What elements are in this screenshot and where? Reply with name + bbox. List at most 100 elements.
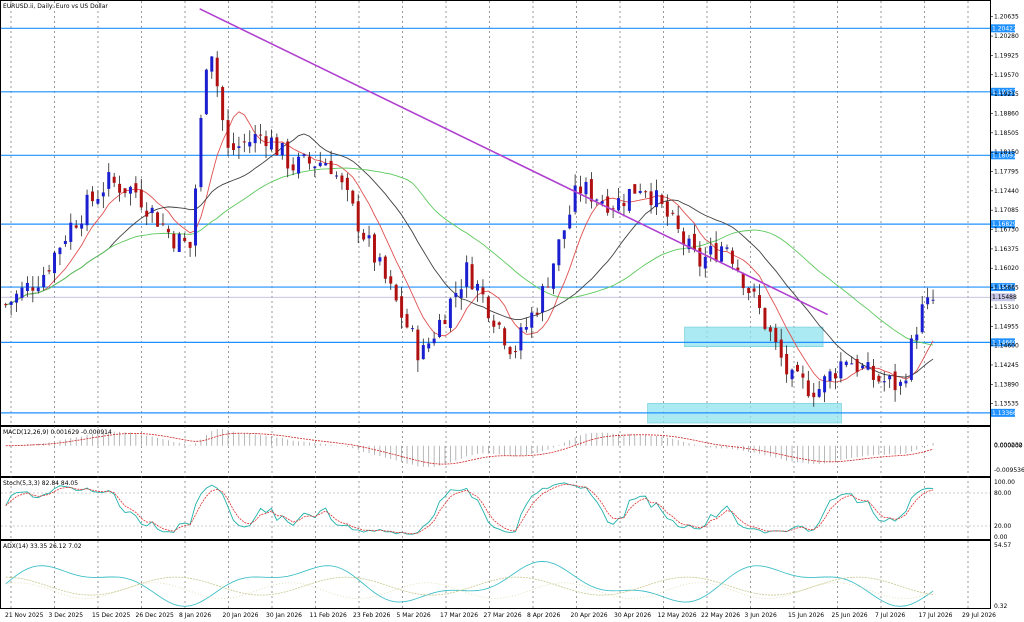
candle-body — [909, 338, 913, 380]
horizontal-levels: 1.20422 1.19257 1.18092 1.16829 1.15674 1.146… — [1, 24, 1017, 417]
candle-body — [63, 240, 67, 245]
level-label: 1.19257 — [992, 89, 1017, 96]
candle-body — [362, 232, 366, 240]
candle-body — [351, 190, 355, 204]
price-tick-label: 1.17440 — [994, 188, 1019, 195]
stoch-signal-line — [5, 483, 934, 535]
candle-body — [291, 164, 295, 171]
candle-body — [188, 241, 192, 248]
candle-body — [118, 183, 122, 193]
stoch-tick-label: 100.00 — [994, 479, 1015, 486]
macd-tick-label: 0.000232 — [994, 442, 1023, 449]
candle-body — [112, 176, 116, 183]
candle-body — [720, 246, 724, 262]
current-price-label: 1.15488 — [992, 294, 1017, 301]
price-tick-label: 1.19215 — [994, 91, 1019, 98]
candle-body — [454, 292, 458, 297]
ema-fast-line — [5, 111, 934, 383]
candle-body — [768, 327, 772, 332]
candle-body — [101, 192, 105, 197]
stoch-tick-label: 20.00 — [994, 523, 1011, 530]
candle-body — [698, 247, 702, 267]
candle-body — [448, 298, 452, 328]
candle-body — [107, 172, 111, 189]
level-tag — [991, 87, 1015, 96]
candle-body — [443, 320, 447, 325]
candle-body — [128, 186, 132, 194]
price-tick-label: 1.16020 — [994, 265, 1019, 272]
price-tick-label: 1.16375 — [994, 246, 1019, 253]
candle-body — [676, 215, 680, 229]
candle-body — [237, 146, 241, 149]
candle-body — [551, 263, 555, 289]
candle-body — [855, 359, 859, 372]
level-tag — [991, 220, 1015, 229]
candle-body — [280, 143, 284, 156]
candle-body — [476, 283, 480, 291]
candle-body — [172, 233, 176, 249]
price-tick-label: 1.18860 — [994, 110, 1019, 117]
price-tick-label: 1.14955 — [994, 323, 1019, 330]
candle-body — [465, 262, 469, 287]
candle-body — [253, 134, 257, 144]
candle-body — [649, 191, 653, 206]
date-label: 29 Jul 2026 — [962, 612, 996, 619]
stoch-main-line — [5, 482, 934, 535]
candle-body — [459, 289, 463, 298]
candle-body — [584, 181, 588, 195]
candle-body — [660, 195, 664, 204]
date-label: 25 Jun 2026 — [832, 612, 868, 619]
candle-body — [335, 175, 339, 177]
candle-body — [926, 297, 930, 305]
candle-body — [557, 239, 561, 266]
candle-body — [758, 295, 762, 308]
candle-body — [221, 87, 225, 121]
current-price-tag — [991, 293, 1015, 302]
candle-body — [9, 301, 13, 305]
adx-panel-frame — [0, 540, 991, 609]
candle-body — [833, 373, 837, 379]
candle-body — [861, 365, 865, 369]
price-tick-label: 1.17795 — [994, 168, 1019, 175]
candle-body — [286, 141, 290, 169]
candle-body — [779, 339, 783, 358]
candle-body — [546, 286, 550, 288]
candle-body — [36, 287, 40, 292]
candle-body — [736, 267, 740, 271]
level-label: 1.15674 — [992, 284, 1017, 291]
candle-body — [248, 142, 252, 147]
date-label: 3 Jun 2026 — [745, 612, 777, 619]
level-label: 1.13366 — [992, 410, 1017, 417]
candle-body — [627, 189, 631, 211]
date-label: 5 Mar 2026 — [397, 612, 431, 619]
candle-body — [123, 188, 127, 194]
candle-body — [156, 212, 160, 227]
price-tick-label: 1.18150 — [994, 149, 1019, 156]
candle-body — [850, 363, 854, 365]
date-label: 20 Jan 2026 — [223, 612, 259, 619]
candle-body — [541, 286, 545, 313]
candle-body — [823, 376, 827, 393]
candle-body — [318, 162, 322, 167]
level-label: 1.18092 — [992, 152, 1017, 159]
date-label: 15 Dec 2025 — [92, 612, 131, 619]
candle-body — [25, 282, 29, 292]
candle-body — [383, 256, 387, 279]
candle-body — [389, 276, 393, 284]
candle-body — [709, 245, 713, 255]
candle-body — [638, 190, 642, 193]
candle-body — [866, 362, 870, 370]
candle-body — [356, 201, 360, 232]
trendline[interactable] — [199, 8, 829, 316]
adx-minus-di-line — [5, 582, 934, 599]
axes: 1.20635 1.20280 1.19925 1.19570 1.19215 1.188… — [5, 14, 1019, 619]
candle-body — [654, 190, 658, 208]
candle-body — [470, 264, 474, 290]
moving-averages — [5, 111, 934, 383]
candle-body — [69, 222, 73, 242]
candle-body — [302, 154, 306, 157]
date-label: 30 Apr 2026 — [614, 612, 651, 619]
date-label: 15 Jun 2026 — [788, 612, 824, 619]
candle-body — [161, 223, 165, 225]
